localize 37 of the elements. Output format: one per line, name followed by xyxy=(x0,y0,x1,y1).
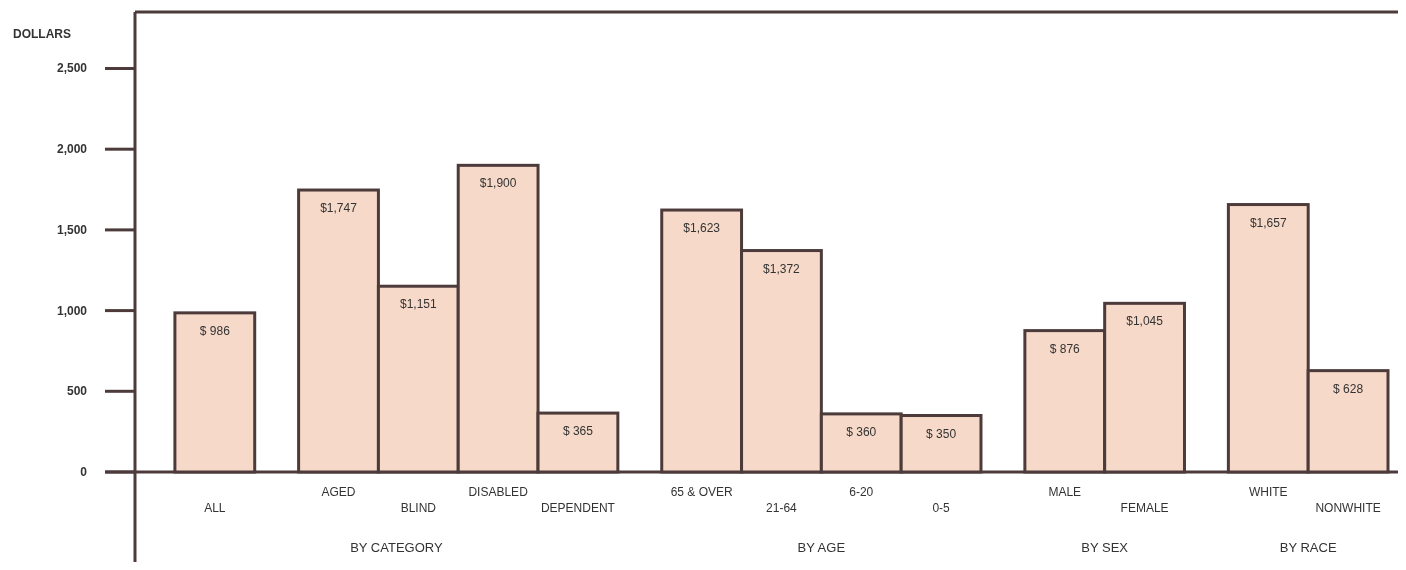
x-tick-label: NONWHITE xyxy=(1315,501,1381,515)
x-tick-label: 0-5 xyxy=(932,501,951,515)
x-tick-label: BLIND xyxy=(400,501,437,515)
data-label: $1,747 xyxy=(320,201,358,216)
data-label: $1,900 xyxy=(479,176,517,191)
data-label: $1,151 xyxy=(399,297,437,312)
x-tick-label: WHITE xyxy=(1248,485,1288,499)
text: BY AGE xyxy=(797,540,846,555)
x-tick-label: DISABLED xyxy=(468,485,529,499)
data-label: $ 628 xyxy=(1333,381,1364,396)
y-tick-label: 1,000 xyxy=(56,303,88,318)
text: BY RACE xyxy=(1279,540,1337,555)
data-label: $ 350 xyxy=(926,426,957,441)
y-tick-label: 1,500 xyxy=(56,222,88,237)
x-tick-label: 6-20 xyxy=(849,485,874,499)
data-label: $1,045 xyxy=(1126,314,1164,329)
data-label: $1,657 xyxy=(1249,215,1287,230)
y-tick-label: 2,500 xyxy=(56,61,88,76)
y-tick-label: 0 xyxy=(80,465,88,479)
data-label: $ 986 xyxy=(199,323,231,338)
text: BY CATEGORY xyxy=(350,540,443,555)
data-label: $ 365 xyxy=(562,424,594,439)
data-label: $ 876 xyxy=(1049,341,1081,356)
y-tick-label: 2,000 xyxy=(56,142,88,157)
y-tick-label: 500 xyxy=(66,384,88,399)
x-tick-label: AGED xyxy=(321,485,356,499)
x-tick-label: FEMALE xyxy=(1120,501,1169,515)
data-label: $ 360 xyxy=(846,424,877,439)
x-tick-label: 65 & OVER xyxy=(670,485,733,499)
x-tick-label: 21-64 xyxy=(766,501,798,515)
data-label: $1,372 xyxy=(763,261,801,276)
data-label: $1,623 xyxy=(683,221,721,236)
y-axis-title: DOLLARS xyxy=(13,27,71,41)
x-tick-label: DEPENDENT xyxy=(540,501,616,515)
text: BY SEX xyxy=(1081,540,1129,555)
x-tick-label: ALL xyxy=(204,501,226,515)
x-tick-label: MALE xyxy=(1048,485,1082,499)
